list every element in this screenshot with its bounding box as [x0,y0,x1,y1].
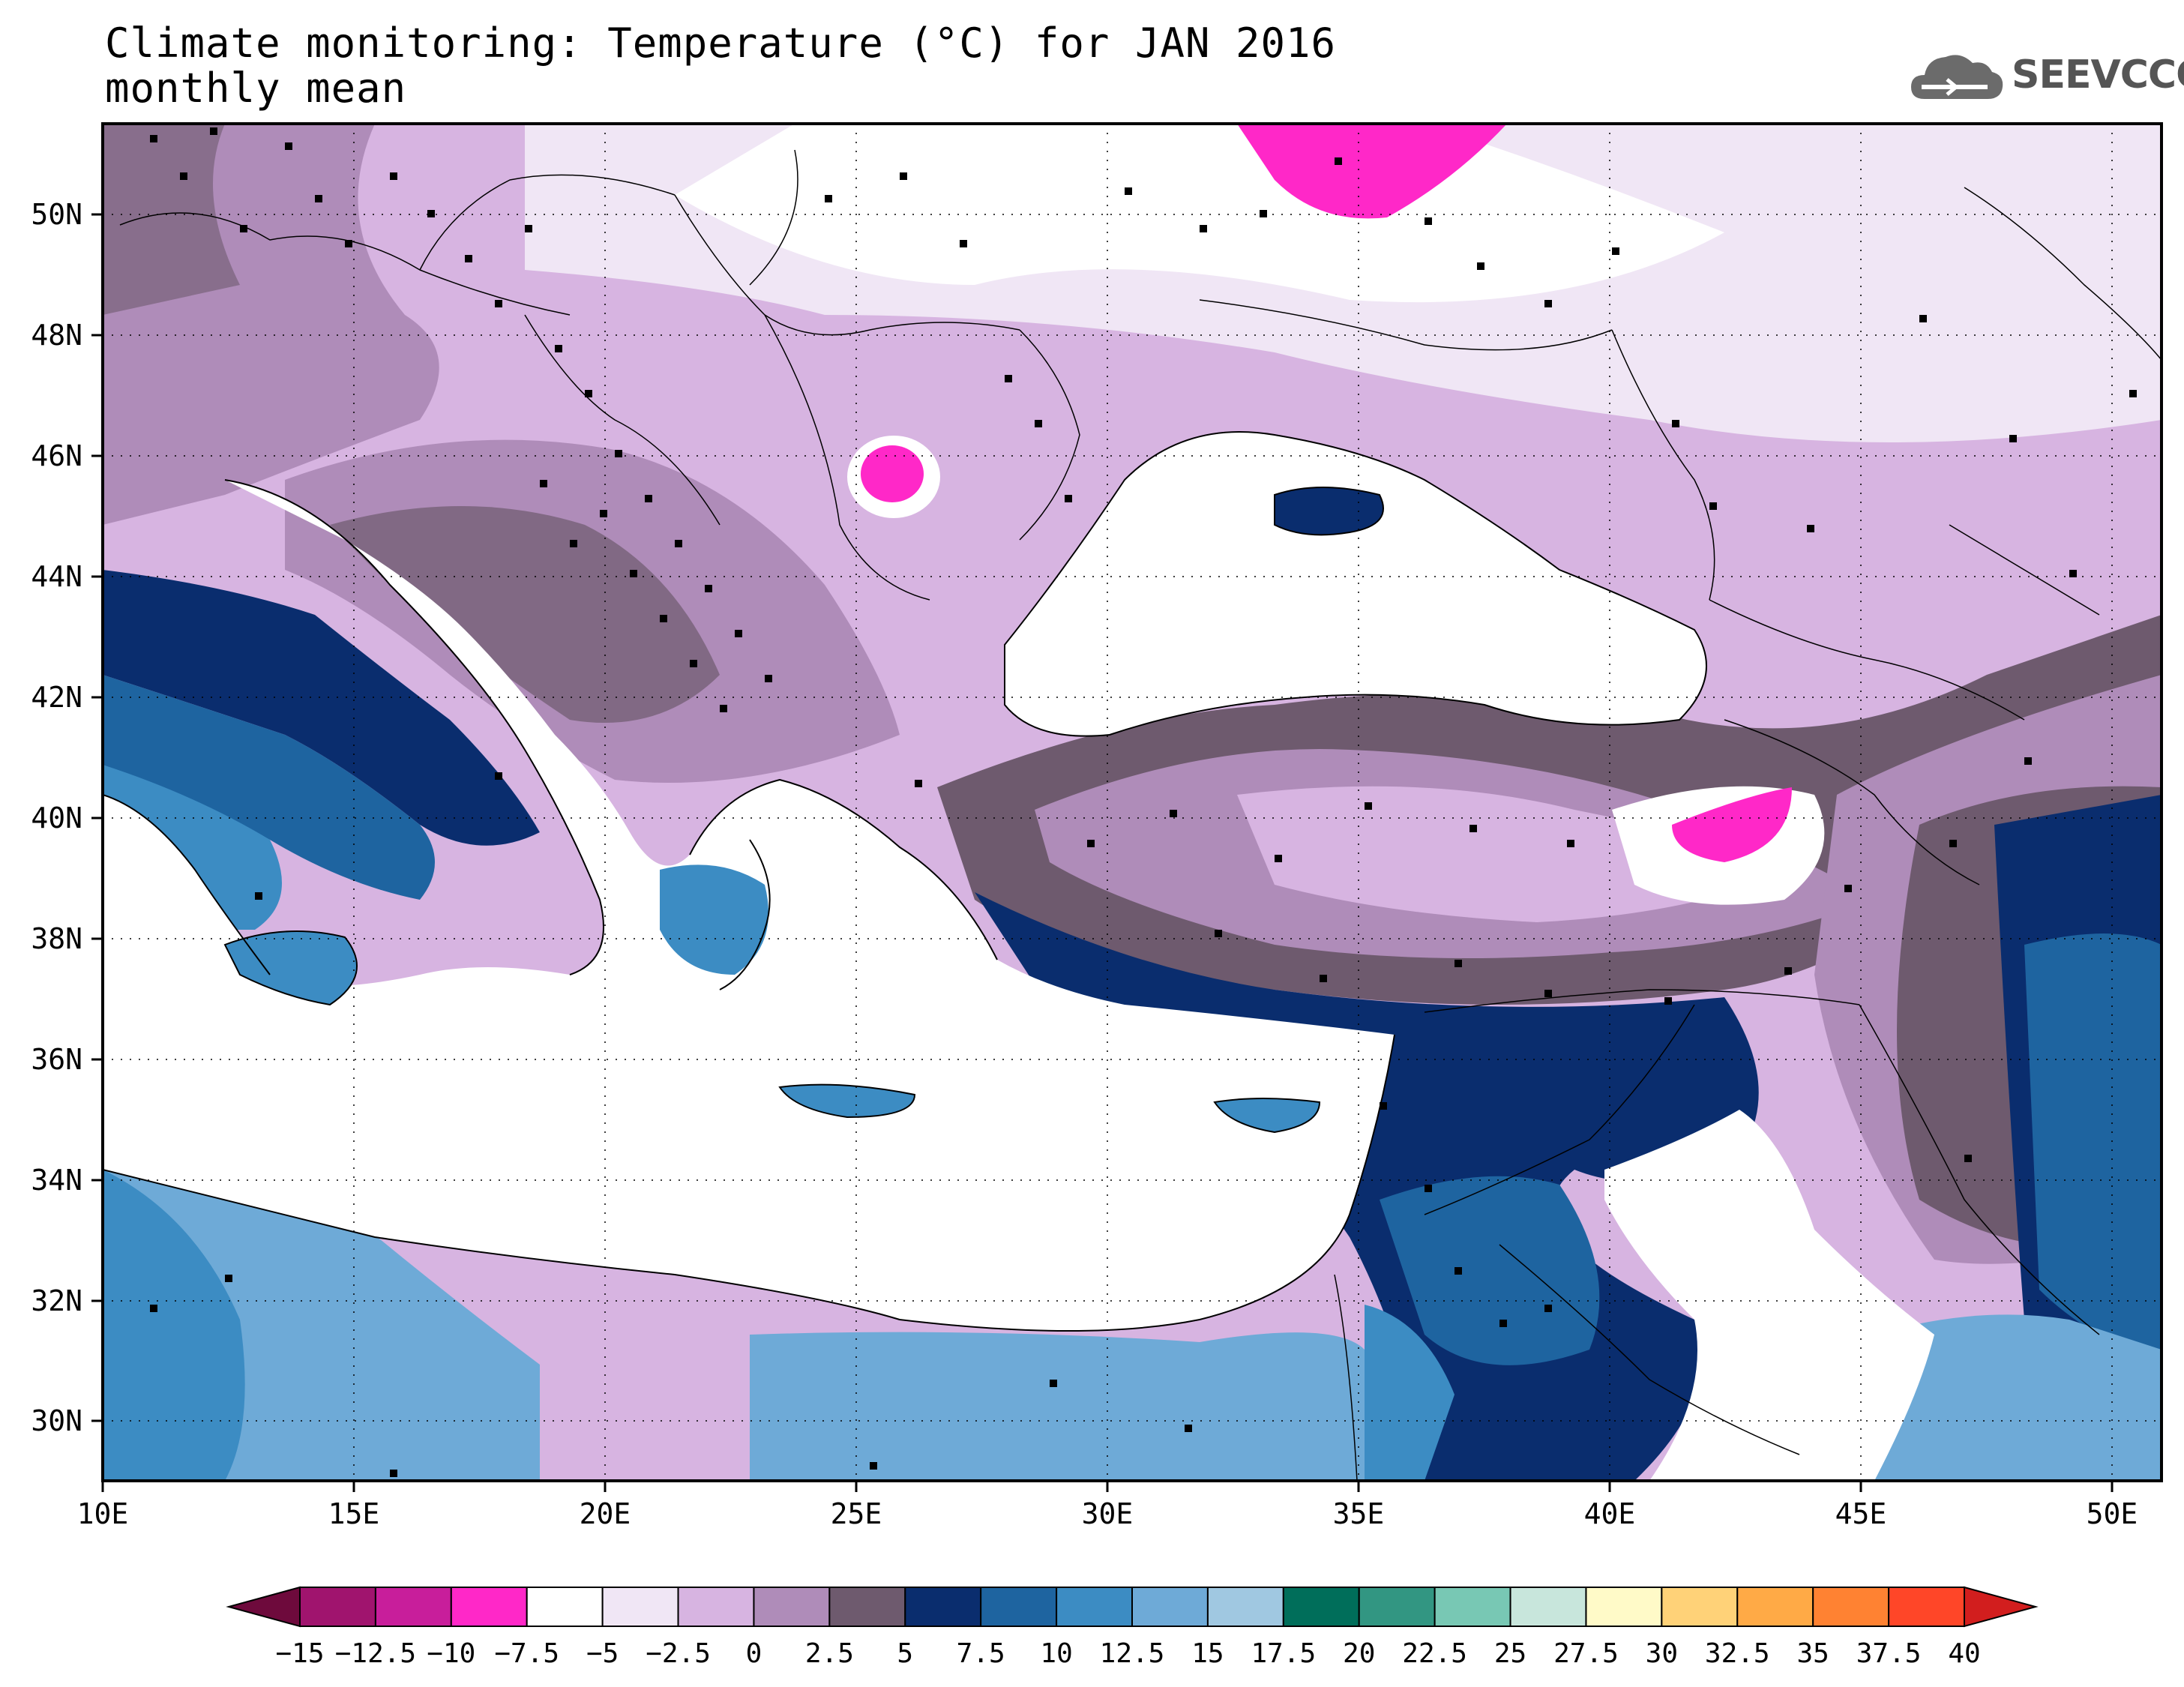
colorbar-label: 35 [1797,1638,1829,1669]
lon-label: 30E [1082,1497,1134,1530]
colorbar-label: 30 [1646,1638,1678,1669]
lat-label: 50N [31,198,82,231]
colorbar-label: 7.5 [957,1638,1005,1669]
colorbar-label: −12.5 [335,1638,416,1669]
lon-label: 10E [77,1497,129,1530]
colorbar-box [1056,1587,1134,1627]
colorbar-label: 25 [1494,1638,1526,1669]
colorbar-box [1736,1587,1814,1627]
colorbar-box [1206,1587,1284,1627]
colorbar-box [299,1587,376,1627]
colorbar-label: 2.5 [805,1638,854,1669]
colorbar-label: 27.5 [1553,1638,1619,1669]
colorbar-labels: −15 −12.5 −10 −7.5 −5 −2.5 0 2.5 5 7.5 10 12.5 15 17.… [275,1638,1980,1669]
colorbar-box [1131,1587,1209,1627]
chart-subtitle: monthly mean [105,64,407,112]
colorbar-label: −10 [427,1638,475,1669]
lat-label: 46N [31,439,82,472]
colorbar-box [526,1587,604,1627]
colorbar-label: −7.5 [494,1638,559,1669]
lat-label: 40N [31,802,82,835]
colorbar-box [601,1587,679,1627]
lat-label: 38N [31,922,82,955]
lon-label: 20E [580,1497,631,1530]
axis-ticks [91,213,2114,1492]
colorbar-box [677,1587,755,1627]
country-borders [119,149,2162,1481]
logo-text: SEEVCCC [2012,52,2184,97]
colorbar-boxes [226,1586,2039,1628]
colorbar-box [374,1587,452,1627]
lon-label: 15E [328,1497,380,1530]
colorbar-box [1434,1587,1511,1627]
chart-title: Climate monitoring: Temperature (°C) for… [105,19,1337,67]
colorbar-box [450,1587,528,1627]
colorbar-label: 0 [746,1638,762,1669]
title-block: Climate monitoring: Temperature (°C) for… [105,21,1336,111]
lat-label: 34N [31,1164,82,1197]
lat-label: 44N [31,560,82,593]
lon-label: 35E [1333,1497,1385,1530]
colorbar-label: 37.5 [1856,1638,1922,1669]
colorbar-label: 10 [1040,1638,1072,1669]
coastlines [103,431,1707,1332]
temperature-field [103,124,2162,1481]
colorbar-box [1282,1587,1360,1627]
graticule [103,124,2162,1481]
colorbar-label: 22.5 [1402,1638,1467,1669]
colorbar-box [904,1587,982,1627]
colorbar-box [1585,1587,1663,1627]
cloud-icon [1911,55,2003,99]
lon-label: 25E [831,1497,882,1530]
colorbar-label: 32.5 [1705,1638,1770,1669]
seevccc-logo: SEEVCCC [1908,46,2184,106]
lon-label: 50E [2087,1497,2138,1530]
colorbar-label: 12.5 [1100,1638,1165,1669]
colorbar-box [1888,1587,1965,1627]
lat-label: 48N [31,319,82,352]
colorbar-label: 17.5 [1251,1638,1316,1669]
colorbar-box [753,1587,831,1627]
colorbar-box [1661,1587,1739,1627]
colorbar-label: −15 [275,1638,324,1669]
colorbar-max-arrow [1964,1586,2039,1628]
colorbar-label: 5 [897,1638,913,1669]
lat-label: 30N [31,1404,82,1437]
colorbar-label: 15 [1191,1638,1224,1669]
lat-label: 36N [31,1043,82,1076]
lat-label: 42N [31,681,82,714]
map-frame [101,122,2163,1482]
colorbar-box [1812,1587,1890,1627]
colorbar-label: −2.5 [646,1638,711,1669]
colorbar-label: −5 [586,1638,619,1669]
lat-label: 32N [31,1284,82,1317]
lon-label: 40E [1584,1497,1636,1530]
colorbar-label: 20 [1343,1638,1375,1669]
colorbar-min-arrow [226,1586,301,1628]
colorbar-box [1509,1587,1587,1627]
lon-label: 45E [1835,1497,1887,1530]
colorbar-box [1358,1587,1436,1627]
colorbar-box [980,1587,1058,1627]
colorbar-box [828,1587,906,1627]
colorbar-label: 40 [1948,1638,1980,1669]
stations [150,127,2137,1477]
